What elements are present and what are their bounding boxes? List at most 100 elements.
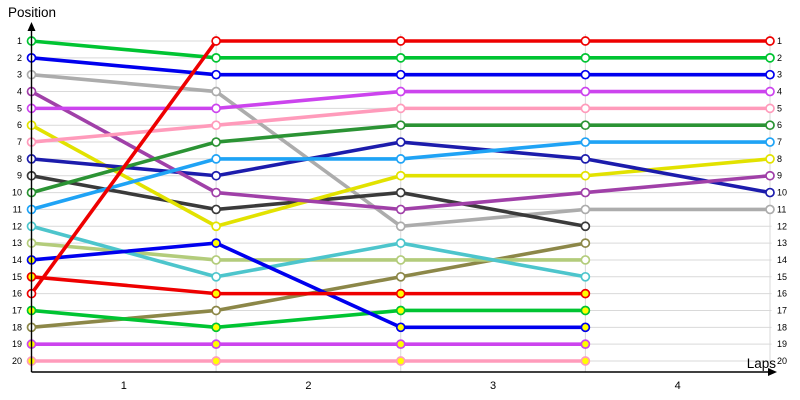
x-axis-title: Laps xyxy=(747,356,777,371)
y-tick-left: 7 xyxy=(17,137,22,147)
marker-green xyxy=(395,52,406,63)
x-tick: 2 xyxy=(305,380,311,392)
marker-purple xyxy=(765,170,775,181)
y-tick-right: 8 xyxy=(777,154,782,164)
marker-green xyxy=(211,52,221,63)
marker-blue xyxy=(765,69,775,80)
marker-silver xyxy=(395,221,406,232)
marker-dark-green xyxy=(580,120,591,131)
marker-dark-green xyxy=(211,137,221,147)
marker-red-2 xyxy=(211,288,221,299)
y-tick-right: 2 xyxy=(777,53,782,63)
y-tick-right: 6 xyxy=(777,120,782,130)
marker-green xyxy=(765,52,775,63)
y-tick-left: 18 xyxy=(12,322,22,332)
x-tick: 4 xyxy=(675,380,681,392)
y-axis-title: Position xyxy=(8,5,56,20)
marker-silver xyxy=(765,204,775,215)
marker-pink xyxy=(211,120,221,131)
marker-red xyxy=(580,36,591,46)
y-tick-left: 15 xyxy=(12,272,22,282)
marker-violet xyxy=(580,86,591,97)
marker-pink xyxy=(580,103,591,114)
marker-violet-2 xyxy=(395,339,406,350)
y-tick-left: 20 xyxy=(12,356,22,366)
marker-dark-green xyxy=(765,120,775,131)
y-tick-right: 11 xyxy=(777,204,786,214)
marker-purple xyxy=(580,187,591,198)
tick-layer: 1234567891011121314151617181920123456789… xyxy=(12,36,787,392)
y-tick-left: 9 xyxy=(17,171,22,181)
marker-yellow xyxy=(765,154,775,164)
y-tick-left: 16 xyxy=(12,289,22,299)
marker-silver xyxy=(580,204,591,215)
y-tick-left: 17 xyxy=(12,305,22,315)
y-tick-left: 11 xyxy=(13,204,22,214)
y-tick-left: 19 xyxy=(12,339,22,349)
marker-violet-2 xyxy=(211,339,221,350)
y-tick-left: 4 xyxy=(17,87,22,97)
marker-red-2 xyxy=(580,288,591,299)
y-tick-right: 15 xyxy=(777,272,787,282)
marker-yellow xyxy=(211,221,221,232)
marker-yellow-green xyxy=(211,255,221,265)
marker-navy xyxy=(211,170,221,181)
y-tick-right: 1 xyxy=(777,36,782,46)
marker-olive xyxy=(211,305,221,316)
marker-red-2 xyxy=(395,288,406,299)
y-tick-left: 6 xyxy=(17,120,22,130)
x-tick: 3 xyxy=(490,380,496,392)
marker-pink xyxy=(395,103,406,114)
marker-dark-gray xyxy=(580,221,591,232)
y-tick-right: 4 xyxy=(777,87,782,97)
y-tick-left: 12 xyxy=(12,221,22,231)
marker-sky-blue xyxy=(765,137,775,147)
y-axis-arrow-icon xyxy=(27,22,36,31)
marker-turquoise xyxy=(211,271,221,282)
marker-green-2 xyxy=(395,305,406,316)
marker-green-2 xyxy=(211,322,221,333)
marker-blue-2 xyxy=(211,238,221,248)
y-tick-right: 7 xyxy=(777,137,782,147)
marker-dark-gray xyxy=(211,204,221,215)
marker-dark-gray xyxy=(395,187,406,198)
y-tick-left: 13 xyxy=(12,238,22,248)
y-tick-left: 14 xyxy=(12,255,22,265)
y-tick-right: 18 xyxy=(777,322,787,332)
y-tick-right: 16 xyxy=(777,289,787,299)
series-line-red-2 xyxy=(31,274,586,296)
marker-olive xyxy=(580,238,591,248)
marker-navy xyxy=(395,137,406,147)
marker-blue xyxy=(395,69,406,80)
marker-sky-blue xyxy=(395,154,406,164)
series-line-green-2 xyxy=(31,308,586,330)
series-line-blue-2 xyxy=(31,241,586,330)
marker-pink-2 xyxy=(211,356,221,366)
marker-navy xyxy=(765,187,775,198)
marker-blue-2 xyxy=(580,322,591,333)
marker-blue xyxy=(580,69,591,80)
marker-violet xyxy=(211,103,221,114)
y-tick-right: 14 xyxy=(777,255,787,265)
marker-yellow-green xyxy=(395,255,406,265)
marker-pink-2 xyxy=(395,356,406,366)
marker-pink-2 xyxy=(580,356,591,366)
y-tick-right: 20 xyxy=(777,356,787,366)
y-tick-right: 17 xyxy=(777,305,787,315)
x-axis-arrow-icon xyxy=(768,368,777,376)
marker-dark-green xyxy=(395,120,406,131)
y-tick-left: 2 xyxy=(17,53,22,63)
y-tick-right: 10 xyxy=(777,188,787,198)
marker-violet-2 xyxy=(580,339,591,350)
marker-turquoise xyxy=(395,238,406,248)
marker-violet xyxy=(395,86,406,97)
y-tick-left: 5 xyxy=(17,103,22,113)
marker-yellow-green xyxy=(580,255,591,265)
y-tick-right: 13 xyxy=(777,238,787,248)
y-tick-left: 8 xyxy=(17,154,22,164)
marker-violet xyxy=(765,86,775,97)
y-tick-left: 10 xyxy=(12,188,22,198)
marker-blue-2 xyxy=(395,322,406,333)
y-tick-left: 3 xyxy=(17,70,22,80)
